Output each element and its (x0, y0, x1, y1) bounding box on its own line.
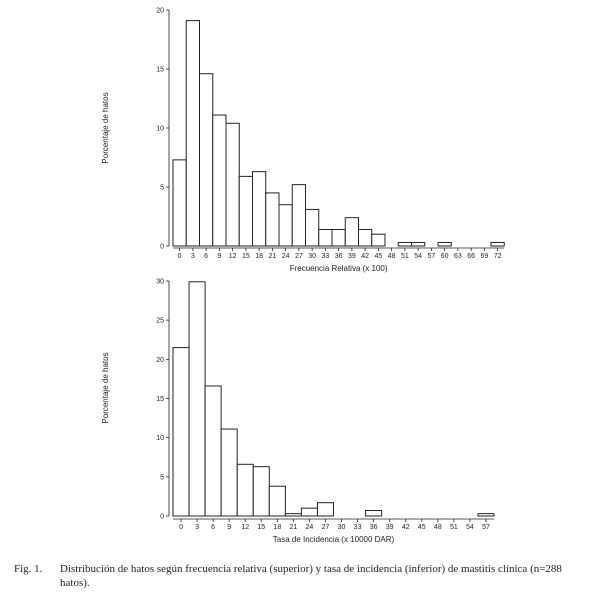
bar (305, 208, 320, 247)
bar (365, 510, 383, 517)
x-tick-label: 15 (257, 524, 265, 531)
x-tick-label: 9 (227, 524, 231, 531)
y-tick-label: 5 (160, 185, 164, 192)
bar (265, 192, 280, 247)
bar (204, 385, 222, 517)
bar (344, 217, 359, 247)
y-tick-label: 0 (160, 244, 164, 251)
x-tick-label: 30 (308, 253, 316, 260)
x-tick-label: 48 (434, 524, 442, 531)
x-tick-label: 27 (295, 253, 303, 260)
bar (225, 122, 240, 247)
bar (358, 228, 373, 247)
x-tick-label: 36 (335, 253, 343, 260)
y-axis-label: Porcentaje de hatos (101, 352, 110, 423)
bar (185, 20, 200, 247)
bar (477, 513, 495, 517)
x-tick-label: 18 (255, 253, 263, 260)
bar (437, 241, 452, 247)
y-tick-label: 15 (156, 396, 164, 403)
bar (252, 171, 267, 247)
bar (490, 241, 505, 247)
y-tick-label: 0 (160, 514, 164, 521)
x-tick-label: 36 (370, 524, 378, 531)
x-tick-label: 39 (386, 524, 394, 531)
x-tick-label: 0 (178, 253, 182, 260)
x-tick-label: 24 (282, 253, 290, 260)
bar (300, 507, 318, 517)
x-tick-label: 27 (322, 524, 330, 531)
x-tick-label: 57 (482, 524, 490, 531)
x-tick-label: 69 (480, 253, 488, 260)
x-tick-label: 3 (195, 524, 199, 531)
x-tick-label: 60 (441, 253, 449, 260)
x-tick-label: 15 (242, 253, 250, 260)
bar (188, 281, 206, 517)
bar (268, 485, 286, 517)
x-tick-label: 51 (401, 253, 409, 260)
x-axis-label: Tasa de Incidencia (x 10000 DAR) (273, 535, 395, 544)
x-tick-label: 39 (348, 253, 356, 260)
bar (199, 73, 214, 247)
bar (284, 513, 302, 517)
x-tick-label: 12 (241, 524, 249, 531)
x-tick-label: 30 (338, 524, 346, 531)
x-tick-label: 33 (354, 524, 362, 531)
bar (318, 228, 333, 247)
x-tick-label: 42 (402, 524, 410, 531)
caption-label: Fig. 1. (14, 563, 43, 575)
caption-text: Distribución de hatos según frecuencia r… (60, 563, 562, 589)
y-tick-label: 20 (156, 8, 164, 15)
x-tick-label: 45 (418, 524, 426, 531)
y-tick-label: 10 (156, 435, 164, 442)
y-tick-label: 10 (156, 126, 164, 133)
x-tick-label: 24 (306, 524, 314, 531)
x-tick-label: 6 (211, 524, 215, 531)
x-tick-label: 66 (467, 253, 475, 260)
bar (172, 159, 187, 247)
x-tick-label: 3 (191, 253, 195, 260)
bar (238, 175, 253, 247)
y-tick-label: 20 (156, 357, 164, 364)
y-tick-label: 25 (156, 318, 164, 325)
x-tick-label: 9 (217, 253, 221, 260)
x-tick-label: 54 (466, 524, 474, 531)
x-tick-label: 12 (229, 253, 237, 260)
x-tick-label: 51 (450, 524, 458, 531)
x-tick-label: 21 (289, 524, 297, 531)
x-tick-label: 42 (361, 253, 369, 260)
bar (331, 228, 346, 247)
bar (172, 347, 190, 517)
x-tick-label: 57 (427, 253, 435, 260)
bar (291, 184, 306, 247)
x-tick-label: 63 (454, 253, 462, 260)
bar (371, 233, 386, 247)
bar (220, 428, 238, 517)
x-tick-label: 48 (388, 253, 396, 260)
x-tick-label: 45 (374, 253, 382, 260)
bar (411, 241, 426, 247)
x-tick-label: 18 (273, 524, 281, 531)
y-tick-label: 15 (156, 67, 164, 74)
bar (278, 204, 293, 247)
y-tick-label: 5 (160, 474, 164, 481)
x-tick-label: 33 (321, 253, 329, 260)
x-tick-label: 72 (494, 253, 502, 260)
y-tick-label: 30 (156, 279, 164, 286)
x-axis-label: Frecuencia Relativa (x 100) (290, 264, 388, 273)
bar (397, 241, 412, 247)
y-axis-label: Porcentaje de hatos (101, 92, 110, 163)
bar (252, 466, 270, 517)
x-tick-label: 0 (179, 524, 183, 531)
bar (236, 463, 254, 517)
x-tick-label: 21 (268, 253, 276, 260)
x-tick-label: 54 (414, 253, 422, 260)
x-tick-label: 6 (204, 253, 208, 260)
bar (212, 114, 227, 247)
bar (316, 502, 335, 517)
